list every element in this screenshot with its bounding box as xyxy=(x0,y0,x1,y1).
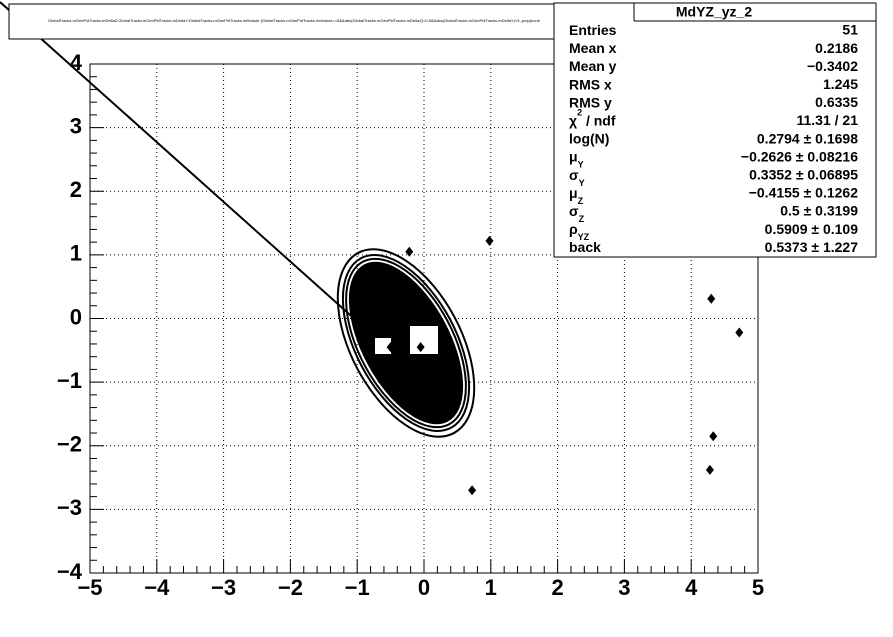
x-tick-label: −2 xyxy=(278,575,303,600)
stats-label: σZ xyxy=(569,203,585,225)
stats-sup: 2 xyxy=(577,108,582,118)
y-tick-label: −1 xyxy=(57,368,82,393)
stats-value: −0.2626 ± 0.08216 xyxy=(741,148,858,164)
point xyxy=(386,342,395,353)
stats-label-text: Mean y xyxy=(569,58,617,74)
stats-label: σY xyxy=(569,167,585,189)
x-tick-label: 2 xyxy=(551,575,563,600)
stats-title: MdYZ_yz_2 xyxy=(676,4,752,20)
stats-label: μY xyxy=(569,148,584,170)
fit-contours xyxy=(336,248,476,438)
hole xyxy=(410,326,438,354)
holes xyxy=(375,326,438,354)
stats-label: Mean x xyxy=(569,40,617,56)
x-tick-label: 4 xyxy=(685,575,698,600)
y-tick-label: −4 xyxy=(57,559,83,584)
y-tick-label: 1 xyxy=(70,241,82,266)
stats-value: 51 xyxy=(842,22,858,38)
contour xyxy=(348,261,464,425)
point xyxy=(468,485,477,496)
stats-label: back xyxy=(569,239,601,255)
contour xyxy=(336,248,476,438)
y-tick-label: 0 xyxy=(70,304,82,329)
point xyxy=(709,431,718,442)
stats-label: log(N) xyxy=(569,130,609,146)
stats-frame xyxy=(553,2,877,258)
stats-value: 0.5 ± 0.3199 xyxy=(780,203,858,219)
x-tick-label: −3 xyxy=(211,575,236,600)
x-tick-label: −5 xyxy=(77,575,102,600)
stats-value: 0.5909 ± 0.109 xyxy=(765,221,859,237)
stats-label-text: RMS x xyxy=(569,76,612,92)
x-tick-label: 5 xyxy=(752,575,764,600)
point xyxy=(735,327,744,338)
stats-label: μZ xyxy=(569,185,584,207)
y-tick-label: 2 xyxy=(70,177,82,202)
stats-label: RMS y xyxy=(569,94,612,110)
stats-label: RMS x xyxy=(569,76,612,92)
contour xyxy=(345,257,467,429)
stats-sub: YZ xyxy=(578,232,590,242)
x-tick-label: −4 xyxy=(144,575,170,600)
x-tick-label: −1 xyxy=(345,575,370,600)
stats-value: 1.245 xyxy=(823,76,858,92)
stats-sub: Y xyxy=(579,178,585,188)
stats-label: χ2 / ndf xyxy=(569,108,616,128)
stats-label: Entries xyxy=(569,22,617,38)
chart-title: GlobalTracks.mGenPidTracks.mDeltaZ:Globa… xyxy=(48,18,541,23)
stats-label-text: μ xyxy=(569,185,578,201)
x-tick-label: 0 xyxy=(418,575,430,600)
stats-label-text: χ xyxy=(569,112,577,128)
stats-value: 11.31 / 21 xyxy=(796,112,858,128)
stats-label-text: RMS y xyxy=(569,94,612,110)
stats-box: MdYZ_yz_2 Entries 51 Mean x 0.2186 Mean y −0.… xyxy=(553,2,877,258)
stats-label-text: back xyxy=(569,239,601,255)
stats-value: 0.2794 ± 0.1698 xyxy=(757,130,858,146)
point xyxy=(405,246,414,257)
x-tick-label: 3 xyxy=(618,575,630,600)
y-tick-label: −3 xyxy=(57,495,82,520)
stats-value: −0.3402 xyxy=(807,58,858,74)
stats-label-text: σ xyxy=(569,167,579,183)
stats-label-text: σ xyxy=(569,203,579,219)
stats-sub: Z xyxy=(578,196,584,206)
point xyxy=(707,293,716,304)
point xyxy=(485,235,494,246)
artifact-line xyxy=(0,1,359,323)
point xyxy=(705,464,714,475)
stats-label-text: Mean x xyxy=(569,40,617,56)
stats-value: 0.3352 ± 0.06895 xyxy=(749,167,858,183)
stats-label-text: log(N) xyxy=(569,130,609,146)
y-tick-label: −2 xyxy=(57,432,82,457)
stats-sub: Y xyxy=(578,160,584,170)
stats-label: ρYZ xyxy=(569,221,590,243)
stats-label-rest: / ndf xyxy=(582,112,616,128)
title-box xyxy=(8,3,580,40)
point xyxy=(416,342,425,353)
hole xyxy=(375,338,391,354)
stats-value: −0.4155 ± 0.1262 xyxy=(749,185,858,201)
stats-value: 0.5373 ± 1.227 xyxy=(765,239,859,255)
x-tick-label: 1 xyxy=(485,575,497,600)
points xyxy=(386,235,744,496)
y-tick-label: 4 xyxy=(70,50,83,75)
y-tick-label: 3 xyxy=(70,113,82,138)
stats-label-text: Entries xyxy=(569,22,617,38)
stats-label-text: ρ xyxy=(569,221,578,237)
contour xyxy=(341,254,471,432)
stats-label-text: μ xyxy=(569,148,578,164)
stats-value: 0.2186 xyxy=(815,40,858,56)
stats-label: Mean y xyxy=(569,58,617,74)
stats-sub: Z xyxy=(579,214,585,224)
stats-value: 0.6335 xyxy=(815,94,858,110)
